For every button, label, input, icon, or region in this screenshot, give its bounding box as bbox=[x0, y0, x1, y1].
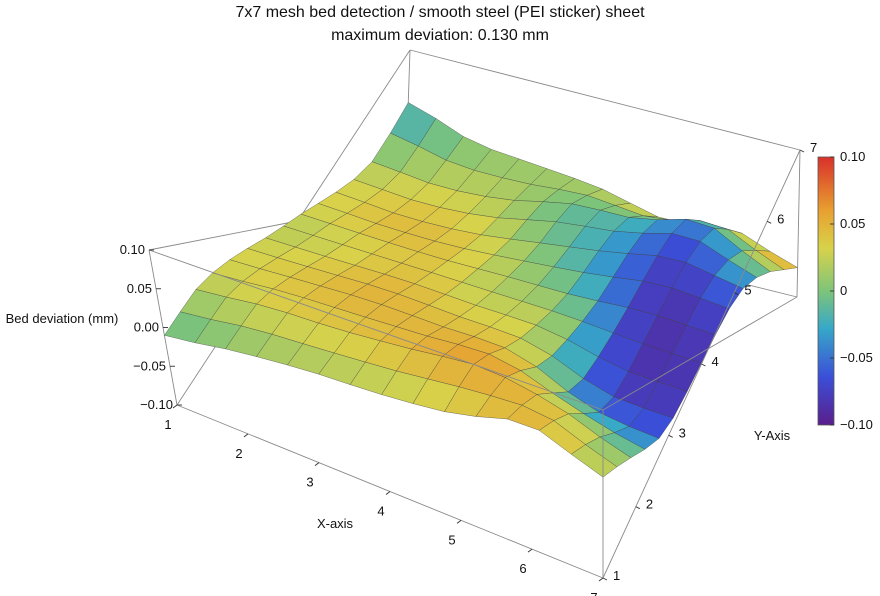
x-tick-label: 2 bbox=[235, 446, 242, 461]
x-tick-label: 7 bbox=[590, 590, 597, 596]
colorbar-tick-label: 0.10 bbox=[840, 149, 865, 164]
chart-subtitle: maximum deviation: 0.130 mm bbox=[331, 27, 549, 44]
y-axis-ticks: 1 2 3 4 5 6 7 bbox=[602, 140, 817, 583]
z-tick-label: −0.05 bbox=[133, 358, 166, 373]
x-tick-label: 6 bbox=[519, 561, 526, 576]
x-axis-label: X-axis bbox=[317, 516, 354, 531]
y-tick-label: 5 bbox=[744, 283, 751, 298]
y-axis-label: Y-Axis bbox=[754, 428, 791, 443]
z-tick-label: 0.05 bbox=[127, 281, 152, 296]
z-tick-label: 0.10 bbox=[120, 242, 145, 257]
colorbar: −0.10 −0.05 0 0.05 0.10 bbox=[817, 149, 873, 432]
colorbar-tick-label: 0.05 bbox=[840, 216, 865, 231]
x-tick-mark bbox=[172, 404, 178, 409]
z-axis-ticks: −0.10 −0.05 0.00 0.05 0.10 bbox=[120, 242, 182, 412]
y-tick-mark bbox=[668, 434, 673, 438]
y-tick-label: 6 bbox=[777, 211, 784, 226]
y-tick-label: 3 bbox=[679, 425, 686, 440]
y-tick-mark bbox=[799, 149, 805, 153]
x-tick-mark bbox=[456, 519, 462, 524]
y-tick-label: 1 bbox=[613, 568, 620, 583]
y-tick-label: 2 bbox=[646, 497, 653, 512]
colorbar-tick-label: −0.10 bbox=[840, 417, 873, 432]
z-tick-label: 0.00 bbox=[134, 320, 159, 335]
x-tick-mark bbox=[314, 462, 320, 467]
z-axis-label: Bed deviation (mm) bbox=[6, 311, 119, 326]
surface-facet bbox=[570, 444, 618, 478]
x-tick-mark bbox=[243, 433, 249, 438]
y-tick-mark bbox=[701, 363, 706, 367]
x-tick-label: 5 bbox=[448, 532, 455, 547]
colorbar-tick-label: 0 bbox=[840, 283, 847, 298]
x-axis-ticks: 1 2 3 4 5 6 7 bbox=[164, 404, 604, 596]
surface-mesh bbox=[164, 102, 799, 478]
y-tick-mark bbox=[734, 292, 739, 296]
chart-title: 7x7 mesh bed detection / smooth steel (P… bbox=[235, 4, 645, 21]
box-edge bbox=[602, 296, 798, 411]
x-tick-label: 3 bbox=[306, 475, 313, 490]
box-edge bbox=[148, 249, 604, 411]
y-tick-mark bbox=[766, 220, 772, 224]
y-tick-label: 4 bbox=[712, 354, 719, 369]
x-tick-mark bbox=[527, 548, 533, 553]
z-tick-label: −0.10 bbox=[140, 397, 173, 412]
x-tick-label: 4 bbox=[377, 504, 384, 519]
y-tick-mark bbox=[635, 506, 641, 510]
box-edge bbox=[796, 149, 801, 298]
colorbar-ticks: −0.10 −0.05 0 0.05 0.10 bbox=[830, 149, 873, 432]
colorbar-tick-label: −0.05 bbox=[840, 350, 873, 365]
x-tick-label: 1 bbox=[164, 417, 171, 432]
x-tick-mark bbox=[385, 491, 391, 495]
y-tick-mark bbox=[602, 577, 608, 581]
x-tick-mark bbox=[598, 577, 604, 582]
box-edge bbox=[409, 49, 801, 151]
y-tick-label: 7 bbox=[810, 140, 817, 155]
